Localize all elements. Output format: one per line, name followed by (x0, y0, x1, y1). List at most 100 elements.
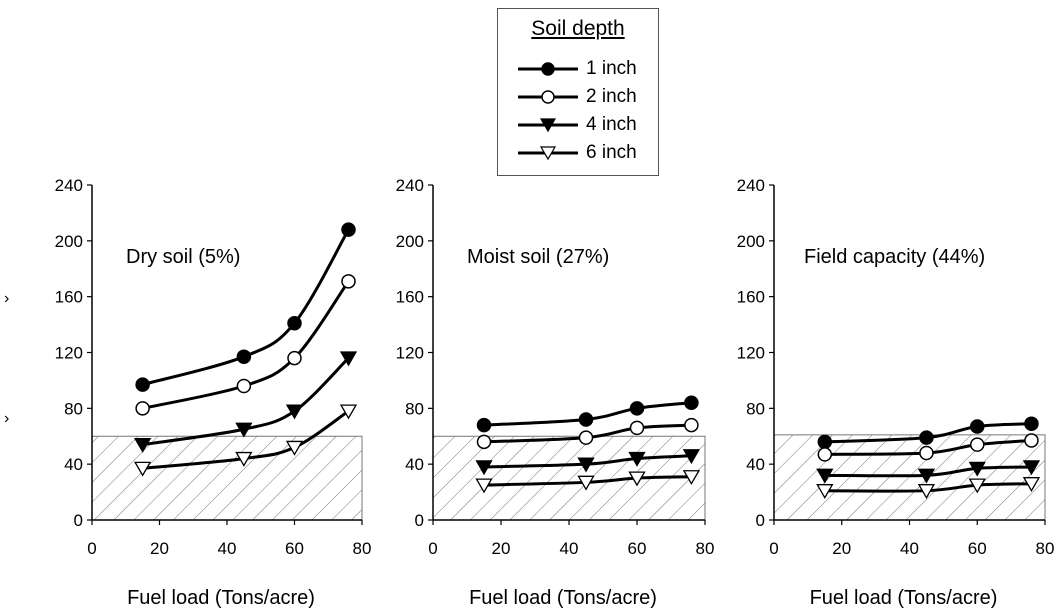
x-tick-label: 0 (87, 539, 96, 558)
data-point (919, 430, 934, 445)
y-tick-label: 200 (737, 232, 765, 251)
hatched-region (773, 434, 1046, 521)
x-axis-title: Fuel load (Tons/acre) (127, 587, 315, 609)
data-point (816, 484, 834, 499)
data-point (577, 457, 595, 473)
y-tick-label: 80 (405, 399, 424, 418)
legend-item-4inch: 4 inch (516, 114, 656, 136)
data-point (682, 470, 701, 486)
y-tick-label: 160 (55, 288, 83, 307)
series-line-2-inch (142, 280, 350, 410)
series-line-6-inch (824, 482, 1032, 493)
x-axis-title: Fuel load (Tons/acre) (810, 587, 998, 609)
legend-marker-triangle-open (518, 146, 578, 161)
series-line-1-inch (824, 422, 1032, 444)
data-point (684, 417, 699, 433)
legend-item-2inch: 2 inch (516, 86, 656, 108)
legend-label: 2 inch (586, 86, 637, 107)
data-point (919, 445, 934, 461)
data-point (917, 484, 936, 499)
x-tick-label: 0 (428, 539, 437, 558)
x-tick-label: 60 (968, 539, 987, 558)
cropped-axis-mark: › (4, 290, 10, 307)
y-tick-label: 240 (55, 176, 83, 195)
y-tick-label: 240 (396, 176, 424, 195)
data-point (968, 461, 986, 477)
data-point (236, 349, 252, 364)
data-point (235, 422, 253, 438)
data-point (341, 222, 356, 237)
x-tick-label: 60 (628, 539, 647, 558)
data-point (341, 274, 356, 289)
legend-marker-circle-open (518, 90, 578, 104)
legend-item-1inch: 1 inch (516, 58, 656, 80)
data-point (476, 434, 492, 450)
data-point (287, 315, 302, 331)
data-point (578, 430, 594, 445)
data-point (236, 378, 252, 394)
y-tick-label: 160 (737, 288, 765, 307)
x-tick-label: 80 (696, 539, 715, 558)
data-point (1024, 416, 1039, 431)
legend-label: 6 inch (586, 142, 637, 163)
series-line-4-inch (483, 454, 692, 469)
y-tick-label: 160 (396, 288, 424, 307)
series-line-2-inch (824, 438, 1032, 456)
x-tick-label: 0 (769, 539, 778, 558)
panel-title: Dry soil (5%) (126, 246, 240, 268)
y-tick-label: 40 (405, 455, 424, 474)
data-point (817, 434, 833, 450)
chart-panel-3: 0 40 80 120 160 200 240 0 20 40 60 80 Fuel load (Ton… (737, 176, 1055, 609)
data-point (285, 404, 304, 420)
data-point (816, 468, 834, 484)
data-point (970, 419, 985, 434)
data-point (628, 451, 646, 467)
data-point (684, 395, 699, 410)
data-point (135, 377, 150, 392)
x-tick-label: 20 (150, 539, 169, 558)
data-point (628, 471, 646, 487)
data-point (287, 350, 302, 366)
series-line-1-inch (142, 228, 350, 387)
panel-title: Moist soil (27%) (467, 246, 609, 268)
series-line-4-inch (824, 465, 1032, 478)
y-tick-label: 120 (737, 344, 765, 363)
data-point (1022, 460, 1041, 476)
y-tick-label: 40 (746, 455, 765, 474)
legend-marker-circle-filled (518, 62, 578, 76)
y-tick-label: 0 (74, 511, 83, 530)
data-point (968, 478, 986, 494)
data-point (1022, 477, 1041, 493)
data-point (970, 437, 985, 452)
legend-item-6inch: 6 inch (516, 142, 656, 164)
legend-label: 4 inch (586, 114, 637, 135)
data-point (917, 468, 936, 484)
data-point (476, 417, 492, 433)
data-point (629, 420, 645, 436)
series-line-2-inch (483, 423, 692, 444)
series-line-4-inch (142, 357, 350, 447)
data-point (235, 451, 253, 467)
x-tick-label: 40 (560, 539, 579, 558)
series-line-1-inch (483, 401, 692, 427)
x-tick-label: 40 (218, 539, 237, 558)
x-tick-label: 20 (492, 539, 511, 558)
hatched-region (91, 435, 363, 521)
y-tick-label: 0 (415, 511, 424, 530)
y-tick-label: 80 (746, 399, 765, 418)
data-point (817, 447, 833, 462)
y-tick-label: 240 (737, 176, 765, 195)
x-tick-label: 60 (285, 539, 304, 558)
data-point (339, 404, 358, 420)
panel-title: Field capacity (44%) (804, 246, 985, 268)
y-tick-label: 200 (55, 232, 83, 251)
data-point (577, 475, 595, 491)
series-line-6-inch (483, 475, 692, 487)
data-point (475, 478, 493, 494)
legend: Soil depth 1 inch 2 inch 4 inch 6 inch (497, 8, 659, 176)
y-tick-label: 0 (756, 511, 765, 530)
data-point (475, 460, 493, 476)
x-tick-label: 80 (1036, 539, 1055, 558)
chart-panel-1: 0 40 80 120 160 200 240 0 20 40 60 80 Fuel load (Ton… (55, 176, 372, 609)
data-point (133, 461, 152, 477)
